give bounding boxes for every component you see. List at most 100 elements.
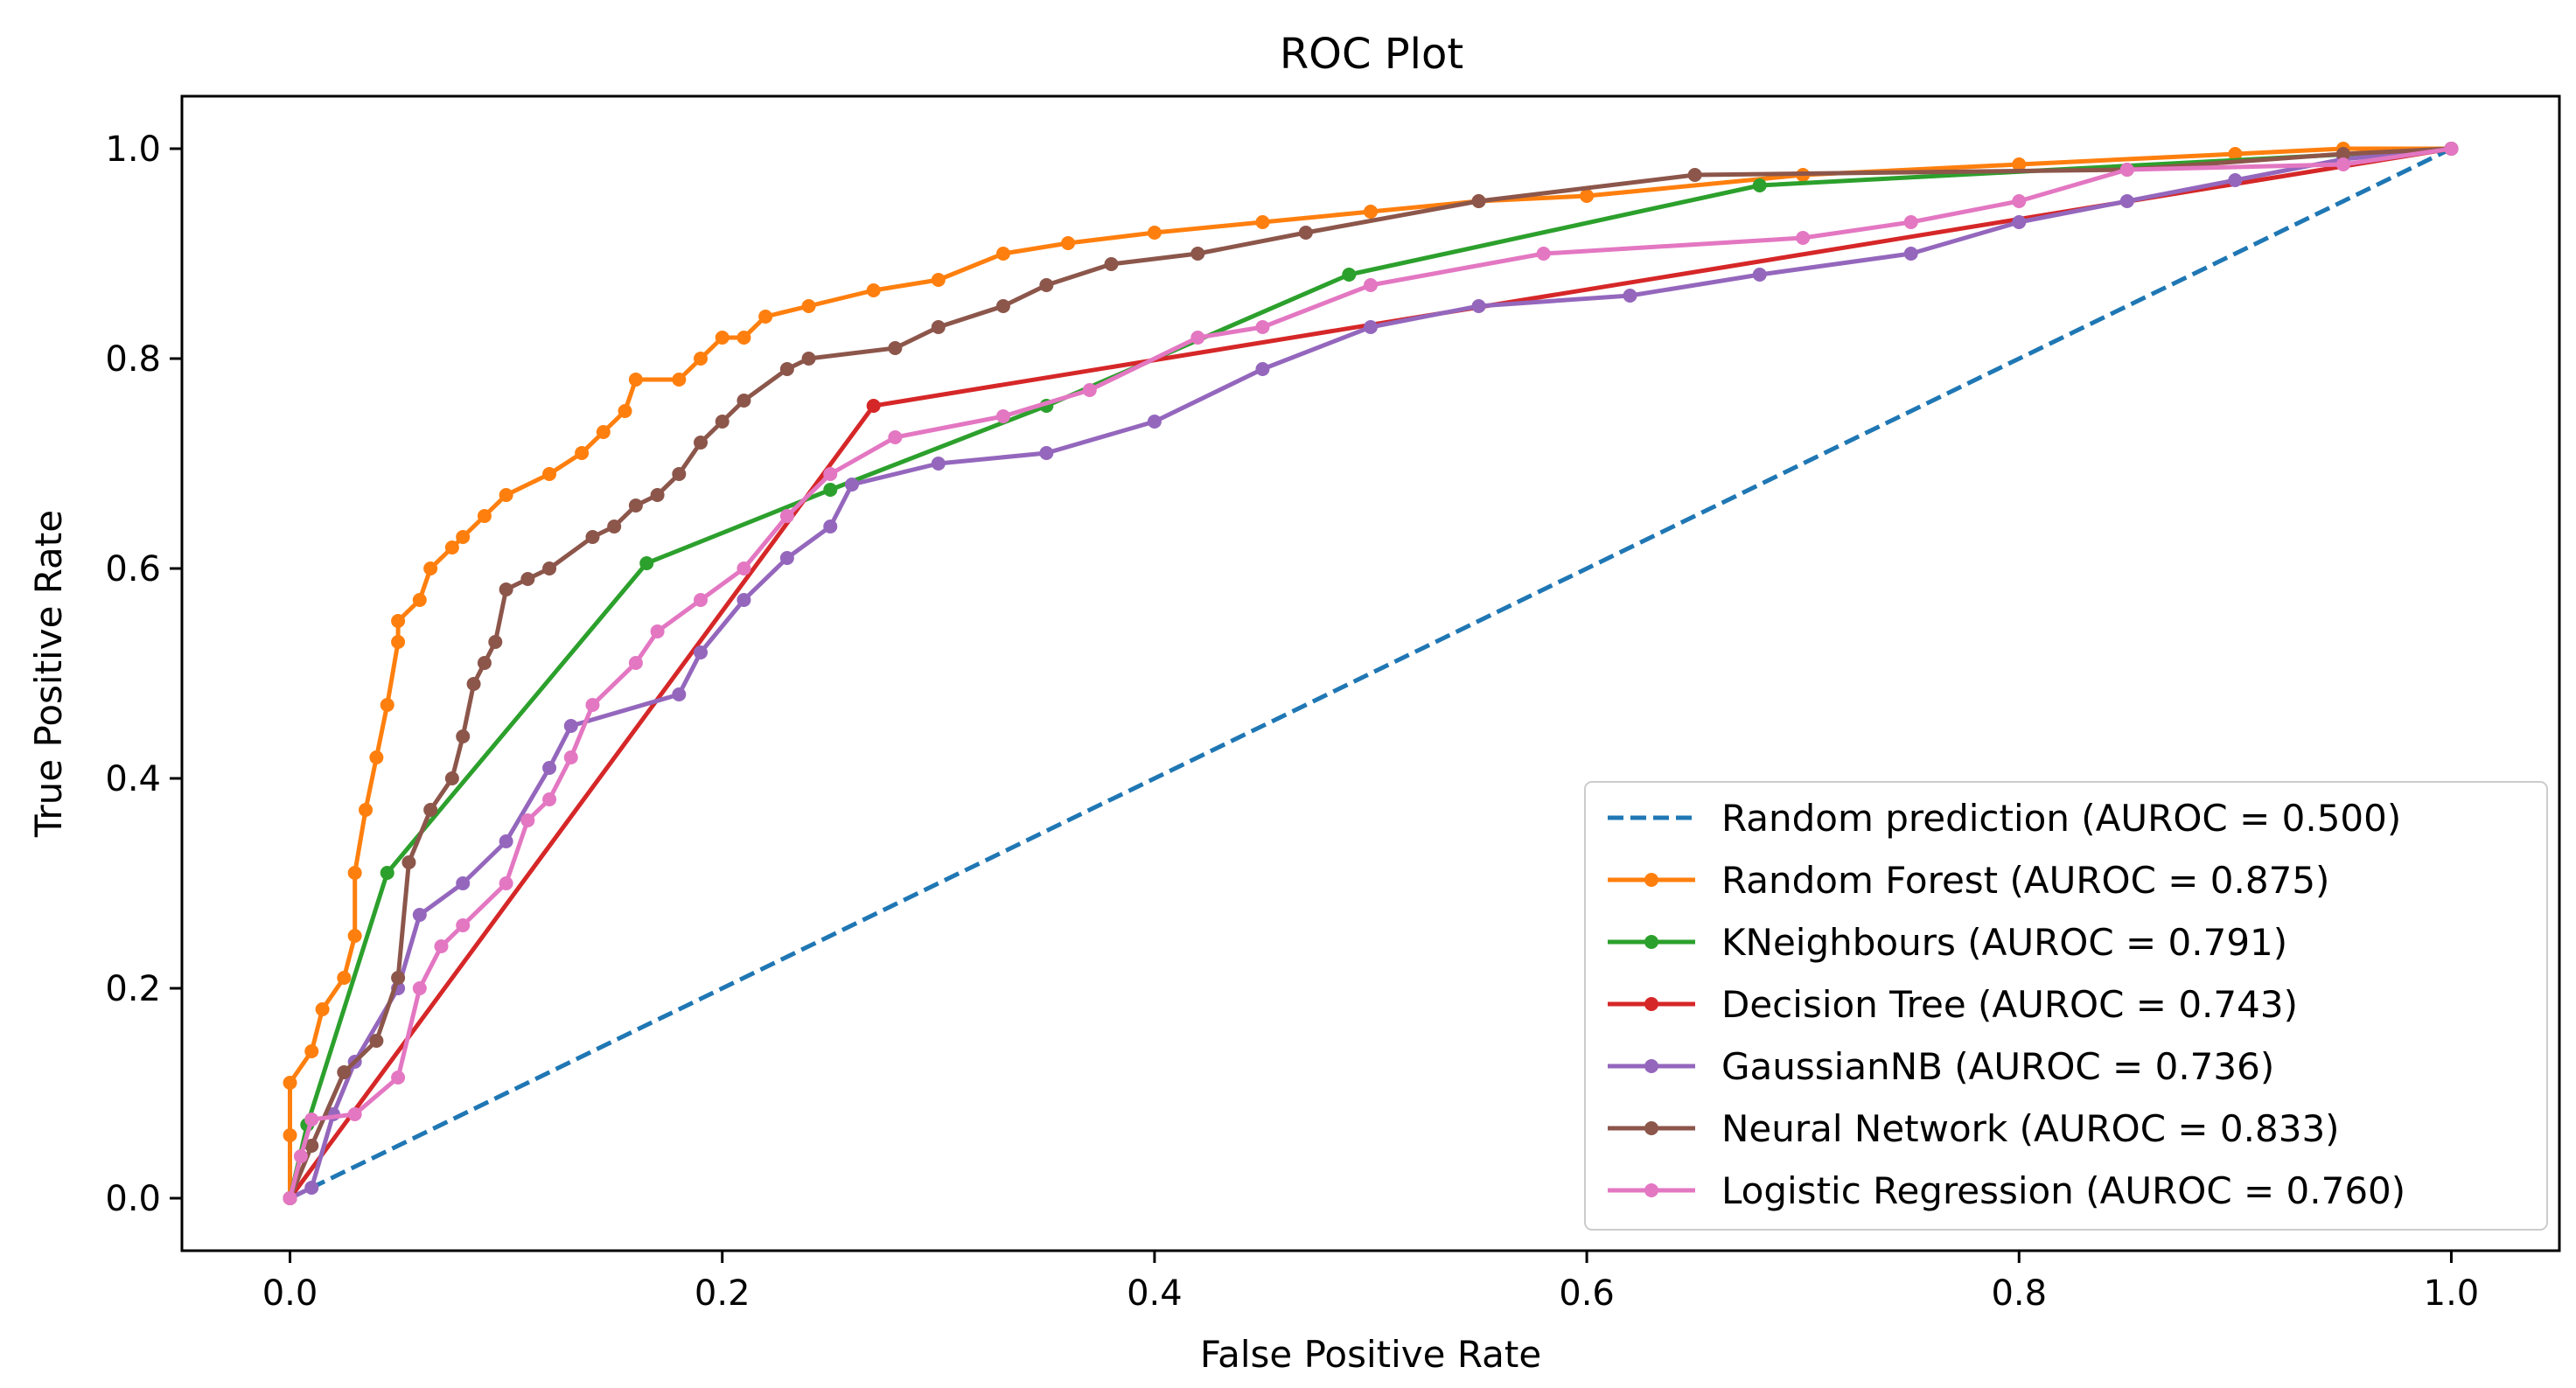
data-point xyxy=(423,561,438,575)
plot-area xyxy=(283,142,2459,1205)
data-point xyxy=(823,467,838,481)
data-point xyxy=(694,436,709,450)
data-point xyxy=(391,1071,406,1085)
data-point xyxy=(434,939,449,953)
data-point xyxy=(347,1107,362,1121)
legend-marker xyxy=(1644,1059,1658,1073)
data-point xyxy=(412,593,427,607)
y-tick-label: 0.0 xyxy=(105,1179,161,1219)
data-point xyxy=(2335,147,2350,161)
data-point xyxy=(304,1044,319,1058)
data-point xyxy=(694,352,709,366)
x-tick-label: 0.6 xyxy=(1559,1273,1615,1314)
data-point xyxy=(1580,189,1595,203)
legend-label: Neural Network (AUROC = 0.833) xyxy=(1721,1107,2340,1150)
axes-frame xyxy=(180,94,2561,1252)
data-point xyxy=(779,362,794,376)
data-point xyxy=(1147,415,1162,429)
data-point xyxy=(1104,257,1119,271)
legend-entry: KNeighbours (AUROC = 0.791) xyxy=(1608,921,2287,964)
series-line xyxy=(289,146,2452,1201)
data-point xyxy=(1903,215,1918,229)
data-point xyxy=(694,645,709,659)
data-point xyxy=(585,530,600,544)
data-point xyxy=(618,404,632,418)
legend-marker xyxy=(1644,1121,1658,1135)
data-point xyxy=(1536,247,1551,261)
data-point xyxy=(542,467,557,481)
legend-entry: Neural Network (AUROC = 0.833) xyxy=(1608,1107,2340,1150)
data-point xyxy=(779,509,794,523)
data-point xyxy=(823,483,838,497)
x-tick-label: 0.8 xyxy=(1991,1273,2047,1314)
data-point xyxy=(466,677,481,691)
data-point xyxy=(1364,278,1378,292)
data-point xyxy=(1342,268,1357,282)
x-tick-label: 0.4 xyxy=(1127,1273,1183,1314)
y-tick-label: 0.6 xyxy=(105,549,161,589)
data-point xyxy=(1471,194,1486,208)
data-point xyxy=(380,866,394,880)
data-point xyxy=(423,803,438,817)
data-point xyxy=(888,430,903,444)
data-point xyxy=(607,520,622,534)
data-point xyxy=(499,876,513,890)
data-point xyxy=(736,394,751,408)
legend-box xyxy=(1584,781,2548,1231)
data-point xyxy=(412,908,427,922)
data-point xyxy=(1190,247,1205,261)
data-point xyxy=(391,614,406,628)
data-point xyxy=(520,572,535,586)
data-point xyxy=(1061,236,1076,250)
data-point xyxy=(931,457,946,471)
data-point xyxy=(2228,147,2243,161)
data-point xyxy=(1687,168,1702,182)
legend-label: Random prediction (AUROC = 0.500) xyxy=(1721,797,2401,840)
data-point xyxy=(1752,178,1767,192)
data-point xyxy=(2012,157,2027,171)
data-point xyxy=(866,399,881,413)
data-point xyxy=(456,729,471,743)
data-point xyxy=(1147,226,1162,240)
data-point xyxy=(283,1128,297,1142)
data-point xyxy=(391,635,406,649)
data-point xyxy=(596,425,611,439)
data-point xyxy=(304,1112,319,1126)
data-point xyxy=(563,750,578,764)
data-point xyxy=(283,1076,297,1090)
x-tick-label: 0.0 xyxy=(262,1273,318,1314)
data-point xyxy=(1255,215,1270,229)
series-line xyxy=(289,146,2453,1201)
data-point xyxy=(628,373,643,387)
data-point xyxy=(2012,215,2027,229)
data-point xyxy=(995,409,1010,423)
x-tick-label: 0.2 xyxy=(695,1273,750,1314)
data-point xyxy=(585,698,600,712)
data-point xyxy=(542,761,557,775)
data-point xyxy=(1903,247,1918,261)
data-point xyxy=(672,373,687,387)
legend-label: Random Forest (AUROC = 0.875) xyxy=(1721,859,2329,902)
data-point xyxy=(499,582,513,596)
data-point xyxy=(1796,231,1811,245)
data-point xyxy=(801,299,816,313)
data-point xyxy=(844,478,859,492)
data-point xyxy=(1255,362,1270,376)
series-1 xyxy=(283,142,2459,1205)
data-point xyxy=(499,834,513,848)
data-point xyxy=(628,499,643,513)
data-point xyxy=(347,866,362,880)
data-point xyxy=(779,551,794,565)
data-point xyxy=(359,803,373,817)
legend-entry: Logistic Regression (AUROC = 0.760) xyxy=(1608,1169,2405,1212)
data-point xyxy=(1255,320,1270,334)
data-point xyxy=(444,771,459,785)
data-point xyxy=(412,981,427,995)
y-tick-label: 1.0 xyxy=(105,129,161,170)
data-point xyxy=(347,929,362,943)
data-point xyxy=(931,273,946,287)
data-point xyxy=(499,488,513,502)
legend-label: Logistic Regression (AUROC = 0.760) xyxy=(1721,1169,2405,1212)
legend-label: KNeighbours (AUROC = 0.791) xyxy=(1721,921,2287,964)
